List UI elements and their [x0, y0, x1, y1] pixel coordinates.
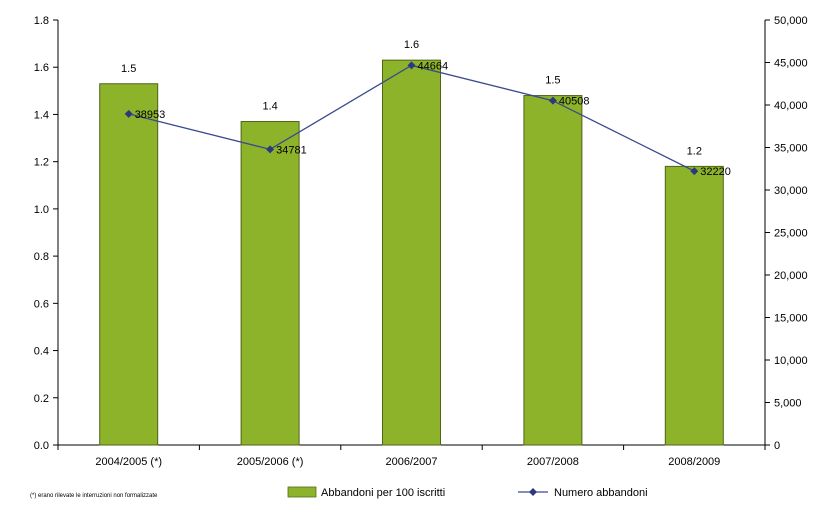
x-axis: 2004/2005 (*) 2005/2006 (*) 2006/2007 2007/…: [57, 445, 766, 468]
right-tick-label: 15,000: [774, 313, 808, 325]
right-y-axis: 0 5,000 10,000 15,000 20,000 25,000 30,000 35,0…: [765, 15, 808, 452]
x-tick-label: 2006/2007: [386, 456, 438, 468]
bar: [99, 83, 159, 446]
legend: Abbandoni per 100 iscritti Numero abband…: [287, 486, 648, 499]
left-tick-label: 1.2: [34, 157, 49, 169]
line-data-label: 34781: [276, 144, 307, 156]
right-tick-label: 25,000: [774, 228, 808, 240]
left-y-axis: 0.0 0.2 0.4 0.6 0.8 1.0 1.2 1.4 1.6 1.8: [34, 15, 58, 452]
left-tick-label: 0.0: [34, 440, 49, 452]
left-tick-label: 0.8: [34, 251, 49, 263]
x-tick-label: 2008/2009: [668, 456, 720, 468]
left-tick-label: 0.2: [34, 393, 49, 405]
line-series: [124, 61, 699, 176]
right-tick-label: 10,000: [774, 355, 808, 367]
footnote: (*) erano rilevate le interruzioni non f…: [30, 493, 158, 499]
right-tick-label: 35,000: [774, 143, 808, 155]
bar: [240, 121, 300, 446]
line-point: [124, 109, 133, 118]
right-tick-label: 45,000: [774, 58, 808, 70]
line-data-label: 32220: [700, 166, 731, 178]
left-tick-label: 1.0: [34, 204, 49, 216]
bar-data-label: 1.6: [404, 39, 419, 51]
left-tick-label: 0.6: [34, 298, 49, 310]
x-tick-label: 2004/2005 (*): [95, 456, 162, 468]
bar-data-label: 1.5: [545, 75, 560, 87]
footnote-text: (*) erano rilevate le interruzioni non f…: [30, 493, 158, 499]
legend-diamond-marker: [529, 488, 537, 496]
bar-data-label: 1.2: [687, 145, 702, 157]
data-labels: 1.5 1.4 1.6 1.5 1.2 38953 34781 44664 40508 32220: [121, 39, 731, 178]
line-data-label: 44664: [418, 60, 449, 72]
x-tick-label: 2005/2006 (*): [237, 456, 304, 468]
bar-series: [99, 59, 724, 446]
bar-data-label: 1.4: [262, 101, 277, 113]
right-tick-label: 40,000: [774, 100, 808, 112]
line-point: [548, 96, 557, 105]
x-tick-label: 2007/2008: [527, 456, 579, 468]
right-tick-label: 20,000: [774, 270, 808, 282]
line-data-label: 40508: [559, 96, 590, 108]
left-tick-label: 1.4: [34, 109, 49, 121]
line-data-label: 38953: [135, 109, 166, 121]
legend-label-bar: Abbandoni per 100 iscritti: [321, 487, 445, 499]
left-tick-label: 0.4: [34, 346, 49, 358]
bar-data-label: 1.5: [121, 63, 136, 75]
line-point: [690, 167, 699, 176]
bar: [382, 59, 441, 446]
bar: [664, 165, 724, 446]
line-point: [407, 61, 416, 70]
left-tick-label: 1.6: [34, 62, 49, 74]
right-tick-label: 50,000: [774, 15, 808, 27]
bar: [523, 95, 583, 446]
legend-swatch-bar: [287, 486, 317, 498]
left-tick-label: 1.8: [34, 15, 49, 27]
line-point: [266, 145, 275, 154]
right-tick-label: 0: [774, 440, 780, 452]
legend-label-line: Numero abbandoni: [554, 487, 648, 499]
right-tick-label: 30,000: [774, 185, 808, 197]
right-tick-label: 5,000: [774, 398, 802, 410]
